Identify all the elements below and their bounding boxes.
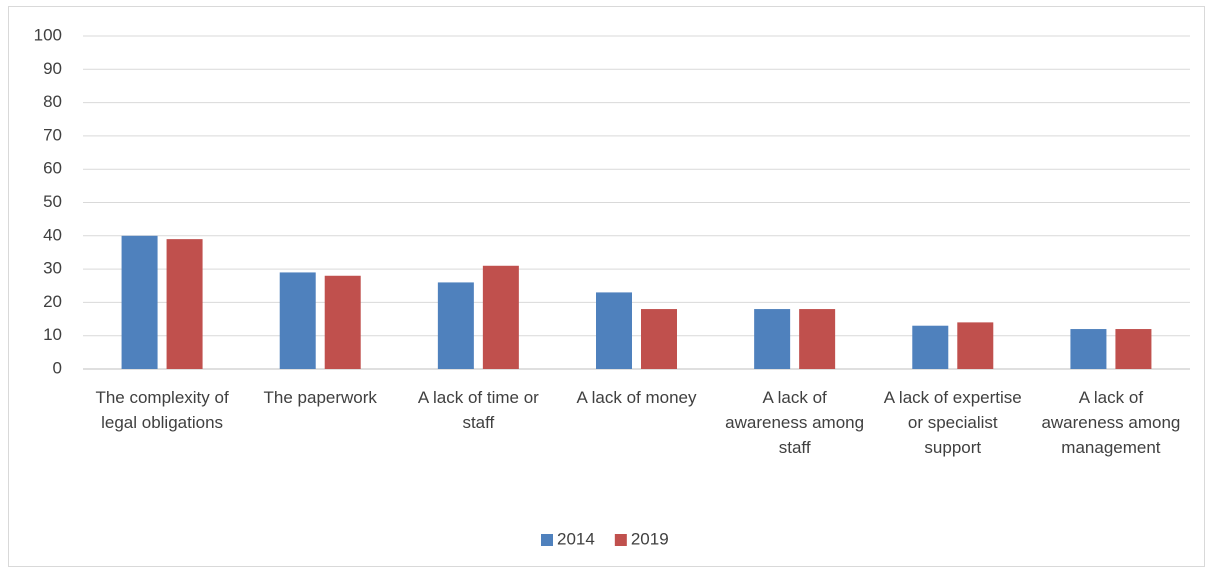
legend-swatch (541, 534, 553, 546)
x-tick-label: The paperwork (264, 388, 378, 407)
x-tick-label-line: legal obligations (101, 413, 223, 432)
x-tick-label: A lack of money (576, 388, 697, 407)
bar (754, 309, 791, 369)
legend-label: 2014 (557, 529, 595, 548)
x-tick-label-line: A lack of time or (418, 388, 539, 407)
bar (912, 325, 949, 369)
y-tick-label: 70 (43, 125, 62, 144)
x-tick-label-line: A lack of (763, 388, 828, 407)
x-tick-label: A lack of time or staff (418, 388, 539, 432)
bar (121, 235, 158, 369)
bar (279, 272, 316, 369)
y-tick-label: 60 (43, 159, 62, 178)
bar (1115, 329, 1152, 369)
bar (596, 292, 632, 369)
legend-label: 2019 (631, 529, 669, 548)
y-tick-label: 90 (43, 59, 62, 78)
x-tick-label-line: staff (779, 438, 811, 457)
bar (957, 322, 994, 369)
x-tick-label-line: The complexity of (95, 388, 228, 407)
bar (1070, 329, 1107, 369)
x-tick-label: The complexity of legal obligations (95, 388, 228, 432)
y-tick-label: 20 (43, 292, 62, 311)
x-tick-label: A lack of awareness among staff (725, 388, 864, 457)
chart-border (8, 6, 1205, 567)
x-tick-label-line: or specialist (908, 413, 998, 432)
x-tick-label-line: awareness among (725, 413, 864, 432)
y-tick-label: 40 (43, 225, 62, 244)
x-tick-label-line: A lack of money (576, 388, 697, 407)
y-tick-label: 0 (53, 358, 62, 377)
bar (799, 309, 836, 369)
y-tick-label: 80 (43, 92, 62, 111)
y-tick-label: 50 (43, 192, 62, 211)
x-tick-label: A lack of expertise or specialist support (884, 388, 1022, 457)
x-tick-label: A lack of awareness among management (1041, 388, 1180, 457)
legend-swatch (614, 534, 627, 546)
x-tick-label-line: A lack of (1079, 388, 1144, 407)
bar (437, 282, 474, 369)
x-tick-label-line: A lack of expertise (884, 388, 1022, 407)
x-tick-label-line: The paperwork (264, 388, 378, 407)
y-tick-label: 10 (43, 325, 62, 344)
bar (324, 275, 361, 369)
x-tick-label-line: awareness among (1041, 413, 1180, 432)
x-tick-label-line: management (1061, 438, 1161, 457)
y-tick-label: 100 (34, 25, 62, 44)
x-tick-label-line: support (924, 438, 981, 457)
x-tick-label-line: staff (462, 413, 494, 432)
bar (482, 265, 519, 369)
bar (641, 309, 677, 369)
bar (166, 239, 203, 369)
y-tick-label: 30 (43, 259, 62, 278)
